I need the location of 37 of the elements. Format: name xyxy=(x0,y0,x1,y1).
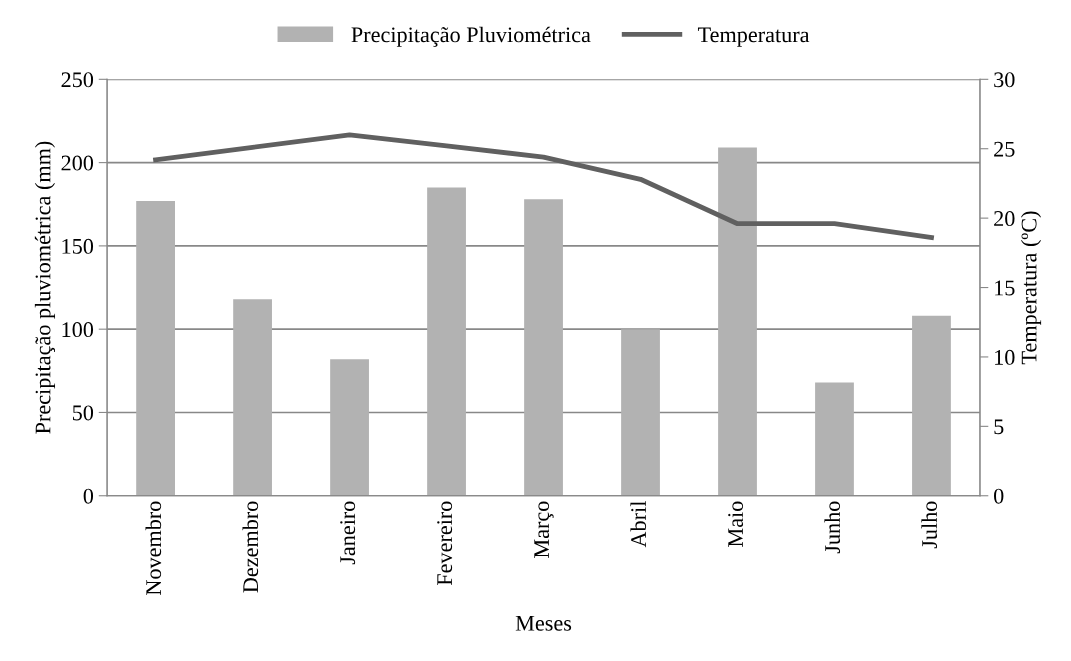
bar xyxy=(330,359,369,496)
y2-tick-label: 0 xyxy=(994,488,1004,504)
x-tick-label: Junho xyxy=(824,501,841,554)
y-axis-title: Precipitação pluviométrica (mm) xyxy=(34,141,56,434)
y2-tick-label: 20 xyxy=(994,211,1015,227)
bar xyxy=(621,329,660,496)
line-series xyxy=(153,132,934,240)
x-axis-title: Meses xyxy=(515,615,572,631)
y2-tick-label: 10 xyxy=(995,349,1015,365)
legend-label: Precipitação Pluviométrica xyxy=(351,26,591,47)
y-tick-label: 200 xyxy=(61,155,94,171)
bar xyxy=(524,199,563,496)
y2-tick-label: 30 xyxy=(994,72,1015,88)
bar xyxy=(718,147,757,496)
x-tick-label: Maio xyxy=(728,501,744,547)
legend-label: Temperatura xyxy=(697,27,810,47)
y-tick-label: 100 xyxy=(62,322,94,338)
bar xyxy=(427,187,466,496)
bar xyxy=(233,299,272,496)
bar xyxy=(912,315,951,496)
x-tick-label: Janeiro xyxy=(340,501,356,565)
x-tick-label: Julho xyxy=(921,501,938,549)
x-tick-label: Abril xyxy=(630,501,647,548)
y2-tick-label: 25 xyxy=(994,141,1015,157)
y2-tick-label: 15 xyxy=(995,280,1015,296)
x-tick-label: Fevereiro xyxy=(437,501,453,586)
x-tick-label: Dezembro xyxy=(242,501,259,593)
y-tick-label: 250 xyxy=(61,72,94,88)
y-tick-label: 0 xyxy=(83,488,94,504)
y2-tick-label: 5 xyxy=(994,419,1004,435)
y2-axis-title: Temperatura (ºC) xyxy=(1020,211,1042,365)
bar xyxy=(136,200,175,496)
y-tick-label: 150 xyxy=(62,238,94,254)
bar xyxy=(815,382,854,496)
x-tick-label: Março xyxy=(534,501,554,558)
y-tick-label: 50 xyxy=(72,405,94,421)
x-tick-label: Novembro xyxy=(145,501,162,596)
